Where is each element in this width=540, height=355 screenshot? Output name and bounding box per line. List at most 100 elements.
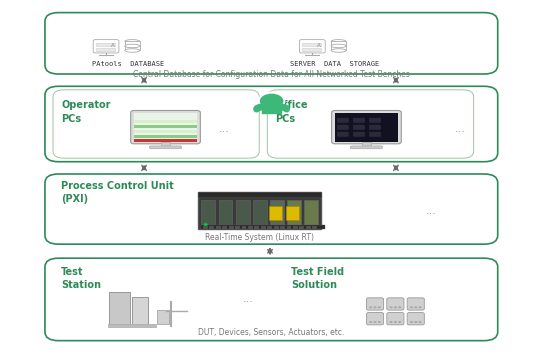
FancyBboxPatch shape [150,146,181,149]
Text: A: A [111,43,115,48]
FancyBboxPatch shape [302,48,321,51]
FancyBboxPatch shape [222,226,227,229]
Text: PAtools  DATABASE: PAtools DATABASE [92,61,164,67]
Circle shape [369,321,373,323]
Circle shape [398,306,401,308]
FancyBboxPatch shape [158,310,169,324]
Circle shape [389,321,393,323]
FancyBboxPatch shape [235,200,249,225]
FancyBboxPatch shape [241,226,246,229]
FancyBboxPatch shape [353,125,365,130]
FancyBboxPatch shape [210,226,214,229]
Circle shape [374,306,376,308]
FancyBboxPatch shape [45,258,498,341]
Circle shape [418,321,422,323]
FancyBboxPatch shape [45,86,498,162]
FancyBboxPatch shape [201,225,325,229]
FancyBboxPatch shape [203,226,208,229]
FancyBboxPatch shape [53,90,259,158]
Text: ...: ... [243,294,254,304]
FancyBboxPatch shape [134,125,197,129]
FancyBboxPatch shape [337,132,349,137]
Circle shape [394,321,397,323]
FancyBboxPatch shape [369,125,381,130]
FancyBboxPatch shape [367,312,383,325]
FancyBboxPatch shape [350,146,382,149]
FancyBboxPatch shape [134,139,197,142]
FancyBboxPatch shape [132,297,149,325]
Text: Test
Station: Test Station [61,267,101,290]
FancyBboxPatch shape [229,226,234,229]
FancyBboxPatch shape [235,226,240,229]
Ellipse shape [331,44,346,48]
FancyBboxPatch shape [407,298,424,310]
Circle shape [414,306,417,308]
FancyBboxPatch shape [302,43,321,46]
FancyBboxPatch shape [269,206,282,220]
FancyBboxPatch shape [267,90,474,158]
FancyBboxPatch shape [45,13,498,74]
FancyBboxPatch shape [134,135,197,138]
FancyBboxPatch shape [248,226,253,229]
Circle shape [410,306,413,308]
FancyBboxPatch shape [45,174,498,244]
FancyBboxPatch shape [134,130,197,133]
FancyBboxPatch shape [253,200,267,225]
Circle shape [204,223,208,226]
Circle shape [394,306,397,308]
FancyBboxPatch shape [134,113,197,142]
Circle shape [410,321,413,323]
FancyBboxPatch shape [300,226,305,229]
Circle shape [414,321,417,323]
FancyBboxPatch shape [332,110,401,144]
FancyBboxPatch shape [337,118,349,123]
Circle shape [418,306,422,308]
FancyBboxPatch shape [201,200,215,225]
Text: Real-Time System (Linux RT): Real-Time System (Linux RT) [205,233,314,242]
Ellipse shape [125,40,140,43]
Text: Central Database for Configuration Data for All Networked Test Benches: Central Database for Configuration Data … [133,71,410,80]
Text: Test Field
Solution: Test Field Solution [292,267,345,290]
Text: ...: ... [219,124,230,134]
FancyBboxPatch shape [337,125,349,130]
FancyBboxPatch shape [353,132,365,137]
FancyBboxPatch shape [198,192,321,229]
FancyBboxPatch shape [198,192,321,197]
FancyBboxPatch shape [362,142,371,147]
FancyBboxPatch shape [267,226,272,229]
Text: Office
PCs: Office PCs [275,100,308,124]
FancyBboxPatch shape [286,206,299,220]
Ellipse shape [331,40,346,43]
FancyBboxPatch shape [107,324,156,327]
Text: ...: ... [426,206,436,216]
FancyBboxPatch shape [331,42,346,50]
FancyBboxPatch shape [306,226,310,229]
Circle shape [369,306,373,308]
FancyBboxPatch shape [287,226,292,229]
Text: ...: ... [455,124,465,134]
FancyBboxPatch shape [287,200,301,225]
Text: SERVER  DATA  STORAGE: SERVER DATA STORAGE [289,61,379,67]
FancyBboxPatch shape [280,226,285,229]
Ellipse shape [125,44,140,48]
FancyBboxPatch shape [96,43,115,46]
Circle shape [259,93,285,109]
Text: A: A [318,43,321,48]
Circle shape [377,321,381,323]
Circle shape [374,321,376,323]
FancyBboxPatch shape [407,312,424,325]
FancyBboxPatch shape [369,132,381,137]
FancyBboxPatch shape [369,118,381,123]
FancyBboxPatch shape [96,48,115,51]
FancyBboxPatch shape [367,298,383,310]
FancyBboxPatch shape [335,113,398,142]
FancyBboxPatch shape [219,200,233,225]
FancyBboxPatch shape [216,226,221,229]
FancyBboxPatch shape [134,120,197,124]
FancyBboxPatch shape [270,200,284,225]
FancyBboxPatch shape [254,226,259,229]
Ellipse shape [331,49,346,52]
Circle shape [398,321,401,323]
FancyBboxPatch shape [131,110,200,144]
FancyBboxPatch shape [261,226,266,229]
